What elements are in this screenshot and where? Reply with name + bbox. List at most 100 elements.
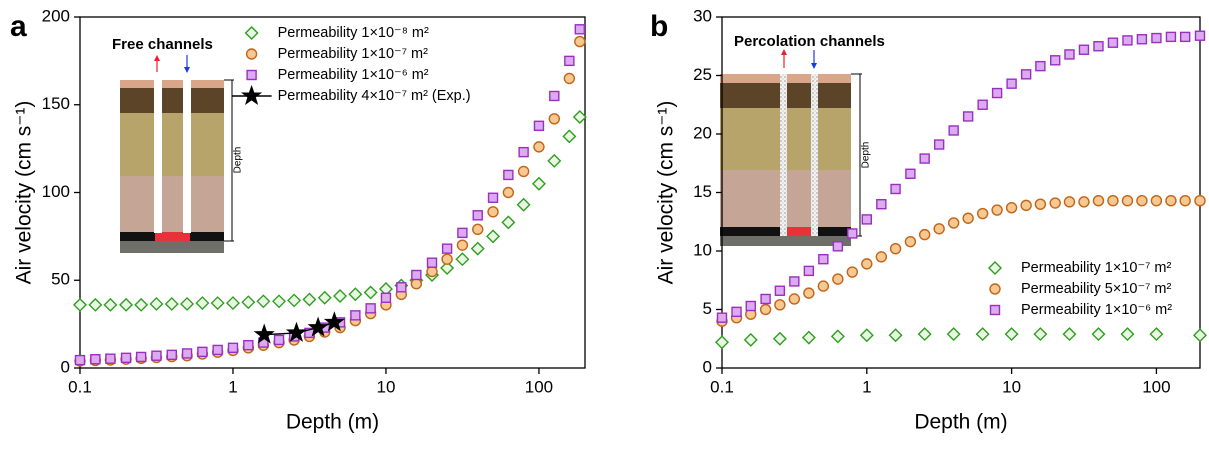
data-point — [350, 310, 361, 321]
data-point — [487, 192, 499, 203]
data-point — [905, 168, 916, 179]
data-point — [533, 141, 545, 153]
data-point — [1136, 194, 1148, 207]
legend-marker — [241, 84, 263, 106]
y-tick-label: 5 — [703, 299, 712, 318]
data-point — [1121, 194, 1134, 207]
data-point — [1035, 60, 1046, 72]
data-point — [74, 354, 86, 366]
data-point — [164, 296, 179, 311]
legend-label: Permeability 4×10⁻⁷ m² (Exp.) — [278, 88, 471, 104]
data-point — [859, 328, 874, 343]
data-point — [333, 289, 348, 304]
legend-label: Permeability 5×10⁻⁷ m² — [1021, 281, 1171, 297]
data-point — [803, 287, 815, 299]
y-tick-label: 15 — [693, 182, 712, 201]
data-point — [181, 348, 193, 359]
data-point — [1005, 202, 1018, 214]
y-tick-label: 25 — [693, 65, 712, 84]
data-point — [1122, 35, 1133, 46]
data-point — [962, 212, 974, 224]
data-point — [1149, 327, 1164, 342]
data-point — [572, 110, 587, 125]
x-tick-label: 0.1 — [710, 377, 734, 396]
y-tick-label: 200 — [42, 6, 70, 25]
data-point — [88, 297, 103, 312]
data-point — [876, 198, 887, 210]
data-point — [273, 334, 285, 346]
y-tick-label: 150 — [42, 94, 70, 113]
data-point — [197, 346, 208, 358]
x-tick-label: 100 — [525, 377, 553, 396]
data-point — [948, 125, 959, 136]
y-tick-label: 30 — [693, 6, 712, 25]
data-point — [548, 113, 561, 125]
data-point — [457, 227, 468, 239]
data-point — [348, 287, 363, 302]
data-point — [396, 282, 407, 293]
data-point — [760, 293, 771, 305]
data-point — [502, 186, 515, 199]
data-point — [832, 241, 844, 252]
data-point — [801, 330, 816, 345]
data-point — [574, 24, 586, 35]
data-point — [1004, 327, 1019, 342]
inset-title: Percolation channels — [734, 33, 885, 50]
data-point — [1193, 328, 1207, 343]
data-point — [731, 306, 742, 318]
data-point — [1064, 49, 1075, 60]
data-point — [832, 273, 844, 285]
x-tick-label: 10 — [377, 377, 396, 396]
data-point — [962, 111, 974, 122]
legend-label: Permeability 1×10⁻⁷ m² — [278, 46, 428, 62]
inset-title: Free channels — [112, 36, 213, 53]
data-point — [105, 353, 116, 364]
legend-label: Permeability 1×10⁻⁷ m² — [1021, 260, 1171, 276]
data-point — [501, 215, 516, 230]
y-tick-label: 0 — [703, 357, 712, 376]
data-point — [119, 297, 134, 312]
data-point — [1033, 327, 1048, 342]
data-point — [470, 241, 485, 256]
data-point — [774, 285, 786, 296]
data-point — [151, 350, 162, 361]
inset-diagram: Free channels Depth — [112, 36, 244, 253]
y-axis-label: Air velocity (cm s⁻¹) — [13, 101, 36, 285]
inset-label: Depth — [233, 147, 244, 174]
data-point — [518, 146, 529, 158]
data-point — [73, 297, 87, 312]
data-point — [302, 292, 317, 307]
data-point — [888, 328, 903, 343]
data-point — [861, 214, 873, 225]
data-point — [1020, 69, 1032, 80]
data-point — [380, 292, 392, 303]
data-point — [533, 120, 545, 132]
x-tick-label: 1 — [228, 377, 237, 396]
data-point — [946, 327, 961, 342]
data-point — [411, 269, 422, 281]
data-point — [241, 295, 256, 310]
data-point — [774, 299, 786, 311]
data-point — [715, 335, 729, 350]
data-point — [486, 229, 501, 244]
data-point — [772, 331, 787, 346]
data-point — [410, 278, 423, 290]
data-point — [759, 303, 772, 316]
data-point — [365, 303, 376, 314]
data-point — [817, 280, 830, 292]
data-point — [363, 285, 378, 300]
data-point — [875, 251, 888, 263]
legend-marker — [245, 48, 258, 60]
data-point — [1078, 44, 1090, 55]
x-tick-label: 1 — [862, 377, 871, 396]
data-point — [1091, 327, 1106, 342]
data-point — [1034, 198, 1047, 210]
data-point — [846, 266, 858, 278]
data-point — [472, 223, 484, 236]
data-point — [120, 352, 132, 364]
data-point — [472, 210, 483, 221]
data-point — [1136, 34, 1148, 45]
legend-marker — [244, 26, 259, 40]
data-point — [1049, 55, 1061, 66]
